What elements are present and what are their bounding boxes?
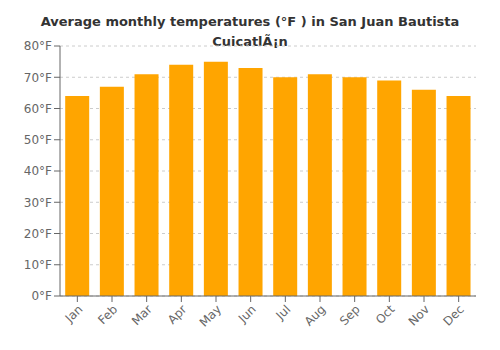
svg-text:Feb: Feb — [95, 302, 120, 327]
svg-text:May: May — [197, 302, 224, 329]
svg-text:0°F: 0°F — [31, 289, 52, 303]
svg-text:Mar: Mar — [129, 302, 155, 328]
svg-text:Sep: Sep — [337, 302, 363, 328]
svg-text:Oct: Oct — [373, 302, 398, 327]
svg-text:30°F: 30°F — [24, 196, 52, 210]
svg-text:50°F: 50°F — [24, 133, 52, 147]
svg-text:60°F: 60°F — [24, 102, 52, 116]
svg-text:70°F: 70°F — [24, 71, 52, 85]
svg-text:Aug: Aug — [302, 302, 328, 328]
svg-text:40°F: 40°F — [24, 164, 52, 178]
svg-text:Jun: Jun — [235, 302, 259, 326]
svg-text:80°F: 80°F — [24, 39, 52, 53]
svg-text:Jan: Jan — [62, 302, 86, 326]
svg-text:Apr: Apr — [165, 302, 190, 327]
svg-text:Dec: Dec — [440, 302, 466, 328]
svg-text:10°F: 10°F — [24, 258, 52, 272]
svg-text:Nov: Nov — [406, 302, 432, 328]
svg-text:20°F: 20°F — [24, 227, 52, 241]
svg-text:Jul: Jul — [273, 302, 294, 323]
